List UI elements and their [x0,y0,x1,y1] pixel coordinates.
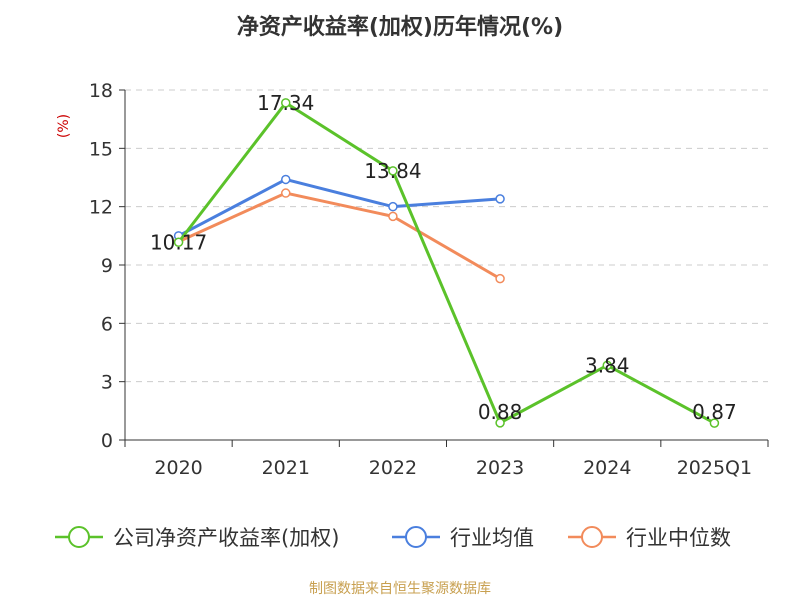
data-label: 13.84 [364,159,421,183]
y-tick-label: 3 [101,372,113,394]
x-tick-label: 2022 [369,457,417,479]
gridlines [125,89,768,383]
series-line-0 [177,101,716,425]
y-tick-label: 0 [101,430,113,452]
data-point [281,98,291,108]
legend-label: 行业中位数 [626,526,731,550]
data-labels: 10.17 17.34 13.84 0.88 3.84 0.87 [150,91,737,424]
data-label: 10.17 [150,230,207,254]
data-point [173,237,184,247]
data-point [281,188,291,198]
y-tick-label: 12 [89,197,113,219]
axes: 0 3 6 9 12 15 18 2020 2021 2022 2023 2024 2025Q1 [89,80,769,479]
chart-title: 净资产收益率(加权)历年情况(%) [237,14,563,40]
legend: 公司净资产收益率(加权) 行业均值 行业中位数 [55,526,731,550]
series-line-1 [177,177,501,238]
x-tick-label: 2025Q1 [677,457,752,479]
data-point [495,273,505,284]
x-tick-label: 2024 [583,457,631,479]
y-tick-label: 9 [101,255,113,277]
data-label: 17.34 [257,91,314,115]
y-tick-label: 6 [101,313,113,335]
series-line-2 [177,191,501,280]
y-tick-label: 18 [89,80,113,102]
series-lines [173,98,720,428]
data-point [388,211,398,222]
x-tick-label: 2023 [476,457,524,479]
data-label: 0.87 [692,400,737,424]
source-note: 制图数据来自恒生聚源数据库 [309,581,491,597]
data-point [709,418,720,428]
x-tick-label: 2021 [262,457,310,479]
data-point [281,174,291,185]
legend-marker [68,526,90,548]
data-point [495,194,505,204]
x-tick-label: 2020 [154,457,202,479]
data-point [388,166,398,176]
y-axis-label: (%) [56,114,72,138]
data-label: 0.88 [478,400,523,424]
y-tick-label: 15 [89,138,113,160]
legend-marker [405,526,427,548]
legend-label: 行业均值 [450,526,534,550]
legend-label: 公司净资产收益率(加权) [113,526,339,550]
data-point [602,360,612,371]
legend-marker [581,526,603,548]
data-label: 3.84 [585,353,630,377]
data-point [495,418,505,428]
data-point [388,201,398,212]
